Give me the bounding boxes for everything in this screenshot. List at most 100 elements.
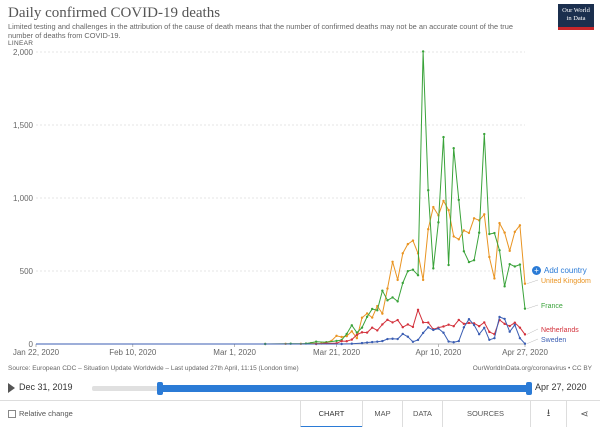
logo-line-1: Our World — [562, 7, 590, 14]
chart-title: Daily confirmed COVID-19 deaths — [8, 5, 221, 21]
data-point — [386, 337, 389, 341]
timeline-range[interactable] — [159, 385, 529, 392]
data-point — [432, 205, 435, 209]
data-point — [391, 337, 394, 340]
data-point — [350, 330, 354, 333]
tab-sources[interactable]: SOURCES — [442, 401, 528, 427]
data-point — [462, 229, 466, 232]
relative-change-toggle[interactable]: Relative change — [8, 409, 73, 418]
footer-link[interactable]: OurWorldInData.org/coronavirus • CC BY — [472, 365, 592, 372]
data-point — [427, 326, 430, 329]
data-point — [365, 341, 369, 344]
add-country-button[interactable]: + Add country — [532, 266, 587, 275]
download-button[interactable]: ⭳ — [530, 401, 566, 427]
data-point — [483, 321, 486, 324]
series-line — [36, 200, 526, 345]
data-point — [421, 321, 425, 324]
data-point — [442, 331, 445, 334]
data-point — [360, 341, 364, 345]
data-point — [493, 336, 496, 340]
data-point — [442, 325, 445, 328]
data-point — [457, 238, 460, 241]
timeline: Dec 31, 2019 Apr 27, 2020 — [0, 378, 600, 400]
data-point — [314, 340, 318, 343]
data-point — [483, 132, 486, 136]
data-point — [345, 334, 348, 338]
data-point — [381, 289, 384, 292]
legend-connector — [526, 304, 539, 309]
data-point — [401, 332, 404, 336]
data-point — [401, 281, 404, 285]
legend-connector — [526, 328, 539, 335]
data-point — [508, 262, 511, 266]
data-point — [396, 337, 399, 341]
data-point — [411, 239, 415, 242]
data-point — [498, 315, 501, 319]
logo-line-2: in Data — [566, 15, 586, 22]
timeline-start-handle[interactable] — [156, 382, 163, 395]
data-point — [432, 267, 435, 270]
timeline-end-handle[interactable] — [526, 382, 532, 395]
x-tick-label: Apr 10, 2020 — [416, 348, 462, 357]
data-point — [483, 213, 486, 216]
source-note: Source: European CDC – Situation Update … — [8, 365, 299, 372]
data-point — [416, 338, 420, 342]
data-point — [411, 268, 415, 271]
tab-map[interactable]: MAP — [362, 401, 402, 427]
relative-change-checkbox[interactable] — [8, 409, 16, 418]
data-point — [345, 332, 348, 336]
data-point — [477, 333, 481, 336]
x-tick-label: Jan 22, 2020 — [13, 348, 60, 357]
share-button[interactable]: ⋖ — [566, 401, 600, 427]
x-tick-label: Mar 1, 2020 — [213, 348, 256, 357]
data-point — [513, 265, 517, 268]
data-point — [472, 258, 476, 262]
data-point — [467, 317, 471, 321]
data-point — [442, 199, 445, 203]
data-point — [381, 312, 384, 315]
owid-logo[interactable]: Our World in Data — [558, 4, 594, 30]
data-point — [462, 326, 466, 329]
tab-chart[interactable]: CHART — [300, 401, 362, 427]
plus-icon: + — [532, 266, 541, 275]
data-point — [498, 221, 501, 225]
y-tick-label: 0 — [29, 340, 34, 349]
share-icon: ⋖ — [580, 409, 589, 420]
data-point — [376, 329, 379, 332]
data-point — [452, 341, 455, 344]
data-point — [503, 285, 506, 288]
data-point — [365, 312, 369, 315]
data-point — [488, 255, 491, 259]
data-point — [488, 338, 491, 341]
data-point — [335, 334, 338, 338]
data-point — [335, 339, 338, 343]
download-icon: ⭳ — [546, 408, 551, 419]
data-point — [370, 316, 374, 319]
data-point — [518, 263, 522, 266]
data-point — [391, 260, 394, 264]
data-point — [401, 252, 404, 255]
data-point — [406, 269, 410, 273]
data-point — [508, 324, 511, 328]
legend-connector — [526, 279, 539, 284]
data-point — [477, 324, 481, 328]
data-point — [340, 342, 343, 346]
data-point — [452, 235, 455, 238]
data-point — [477, 231, 481, 234]
data-point — [503, 231, 506, 234]
data-point — [350, 338, 354, 341]
data-point — [381, 339, 384, 343]
legend-label: Sweden — [541, 337, 566, 344]
data-point — [518, 224, 522, 227]
x-tick-label: Mar 21, 2020 — [313, 348, 361, 357]
series-line — [36, 309, 526, 345]
tab-data[interactable]: DATA — [402, 401, 442, 427]
scale-toggle[interactable]: LINEAR — [8, 40, 34, 47]
data-point — [447, 340, 450, 343]
data-point — [437, 327, 440, 330]
data-point — [360, 326, 364, 329]
data-point — [386, 318, 389, 321]
data-point — [452, 147, 455, 150]
play-icon[interactable] — [8, 383, 15, 393]
y-tick-label: 2,000 — [13, 48, 34, 57]
